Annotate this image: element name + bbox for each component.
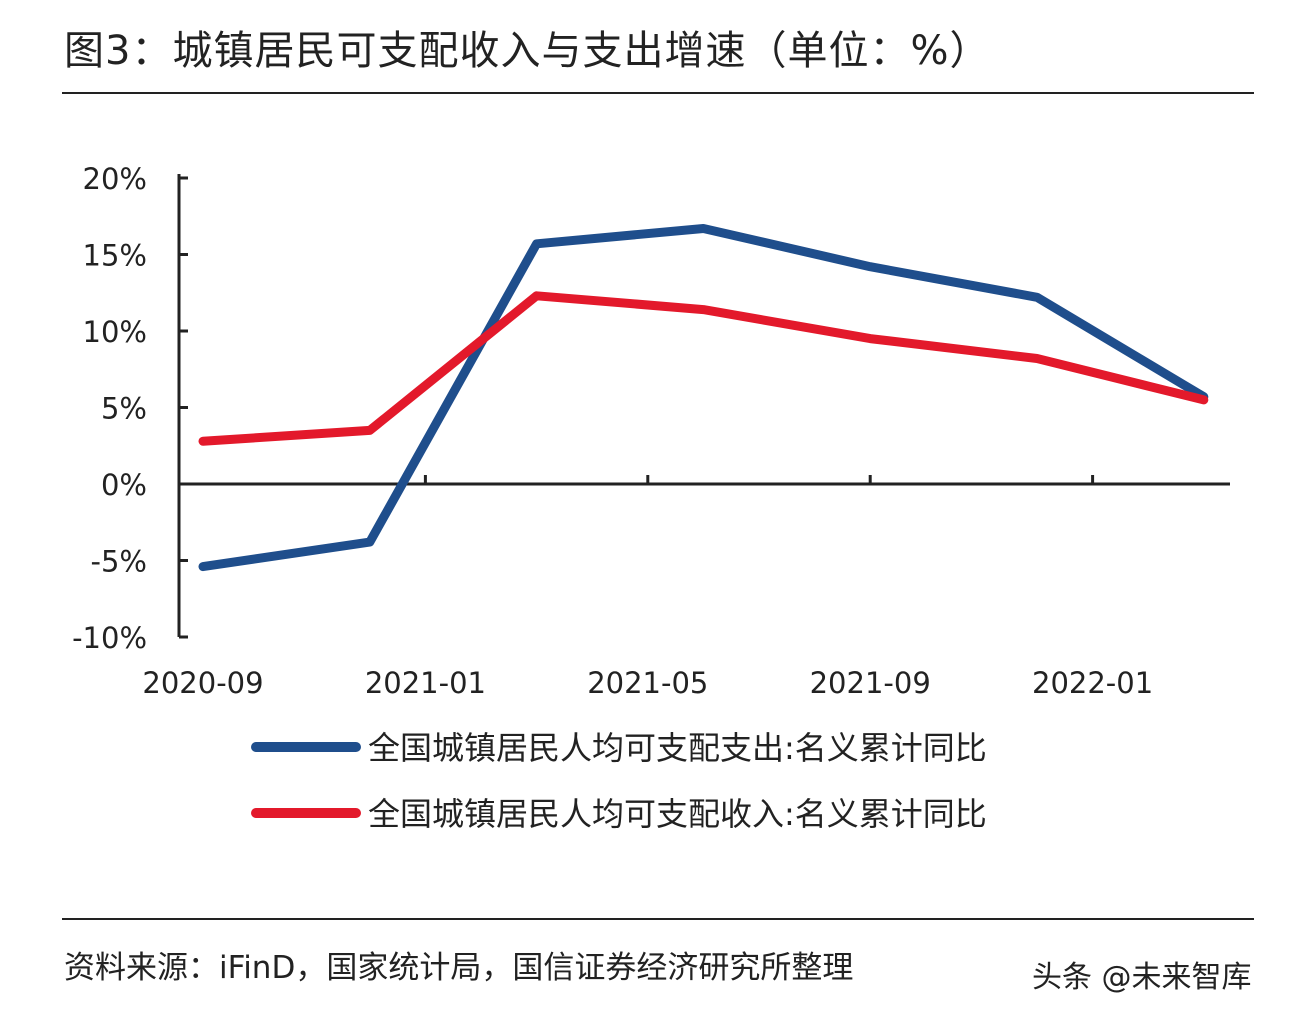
x-tick-label: 2021-09 — [810, 666, 931, 700]
legend-label: 全国城镇居民人均可支配收入:名义累计同比 — [368, 795, 987, 833]
x-tick-label: 2021-05 — [587, 666, 708, 700]
y-tick-label: 15% — [83, 239, 147, 273]
y-tick-label: 10% — [83, 315, 147, 349]
y-tick-label: 5% — [101, 392, 147, 426]
series-line-1 — [198, 224, 1209, 572]
footer-divider — [62, 918, 1254, 920]
watermark: 头条 @未来智库 — [1032, 960, 1252, 995]
title-divider — [62, 92, 1254, 94]
legend-label: 全国城镇居民人均可支配支出:名义累计同比 — [368, 729, 987, 767]
source-note: 资料来源：iFinD，国家统计局，国信证券经济研究所整理 — [64, 950, 854, 986]
x-tick-label: 2022-01 — [1032, 666, 1153, 700]
y-tick-label: 0% — [101, 468, 147, 502]
series-line-2 — [198, 291, 1209, 446]
y-tick-label: -10% — [72, 621, 147, 655]
y-tick-label: -5% — [91, 545, 147, 579]
x-tick-label: 2021-01 — [365, 666, 486, 700]
x-tick-label: 2020-09 — [142, 666, 263, 700]
chart-title: 图3：城镇居民可支配收入与支出增速（单位：%） — [64, 28, 991, 74]
y-tick-label: 20% — [83, 162, 147, 196]
